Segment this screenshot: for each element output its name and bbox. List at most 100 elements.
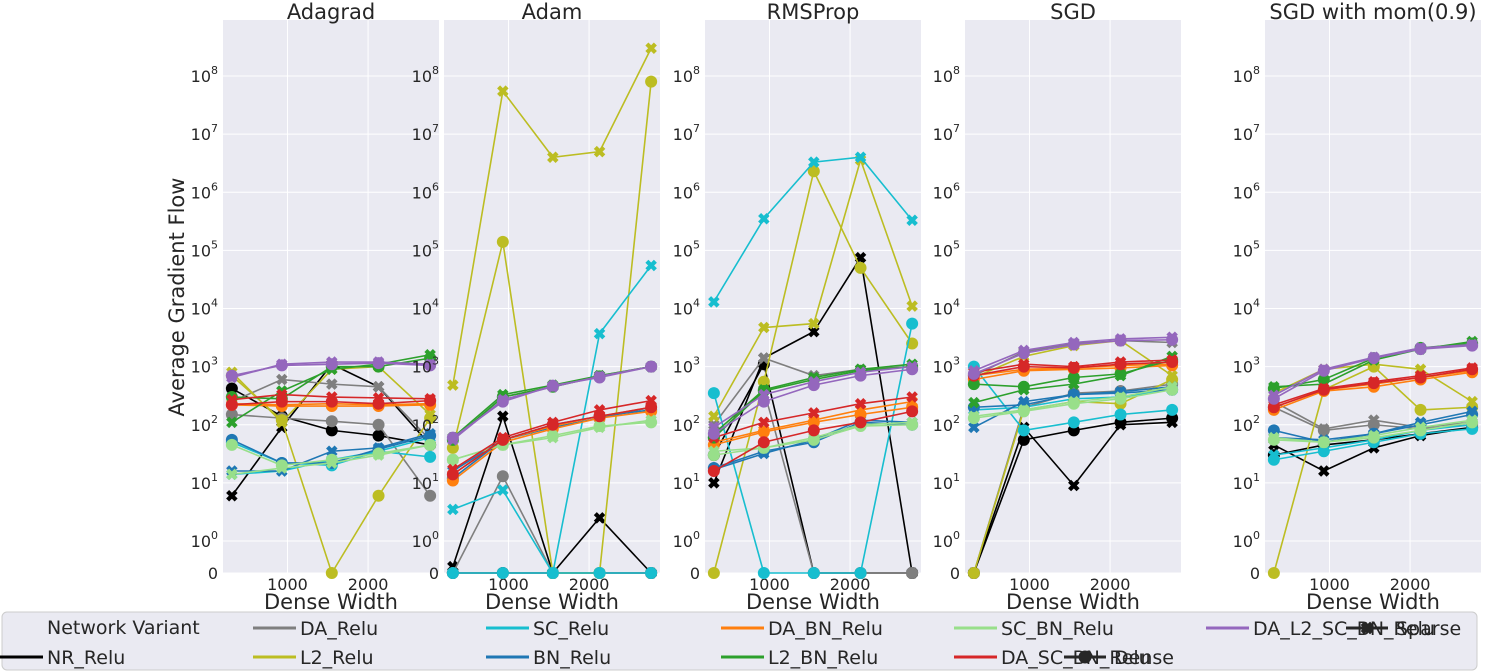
data-point: [372, 397, 385, 410]
panel-sgd: SGD 0 100 101 102 103 104 105 106 107 108 1000 2000D…: [933, 0, 1181, 614]
data-point: [226, 416, 238, 429]
y-tick-label: 0: [950, 564, 960, 583]
legend-title: Network Variant: [47, 617, 200, 639]
legend-label: L2_Relu: [300, 647, 374, 669]
data-point: [758, 321, 770, 334]
data-point: [1317, 445, 1330, 458]
legend-item-l2-bn-relu: L2_BN_Relu: [721, 647, 878, 669]
data-point: [424, 394, 437, 407]
panel-title: Adam: [522, 0, 583, 24]
data-point: [708, 410, 720, 423]
data-point: [447, 503, 459, 516]
y-tick-label: 104: [191, 297, 218, 319]
data-point: [424, 412, 437, 425]
data-point: [496, 395, 509, 408]
legend-item-da-relu: DA_Relu: [253, 618, 378, 640]
data-point: [1414, 371, 1427, 384]
series-sc-bn-relu-dense: [1267, 416, 1479, 449]
data-point: [906, 567, 919, 579]
panel-rmsprop: RMSProp 0 100 101 102 103 104 105 106 107 108 1000 2…: [673, 0, 921, 614]
y-axis-label: Average Gradient Flow: [165, 178, 189, 417]
data-point: [1367, 377, 1380, 390]
y-tick-label: 102: [933, 413, 960, 435]
data-point: [325, 453, 338, 466]
panel-title: Adagrad: [287, 0, 375, 24]
data-point: [424, 438, 437, 451]
data-point: [1267, 392, 1280, 405]
panel-background: [444, 20, 660, 573]
y-tick-label: 0: [208, 564, 218, 583]
data-point: [707, 449, 720, 462]
series-da-sc-bn-relu-dense: [707, 405, 919, 478]
y-tick-label: 107: [191, 122, 218, 144]
panel-adam: Adam 0 100 101 102 103 104 105 106 107 108 1000 2000…: [412, 0, 660, 614]
x-tick-label: 2000: [830, 575, 871, 594]
data-point: [1166, 356, 1179, 369]
legend-label: L2_BN_Relu: [768, 647, 878, 669]
data-point: [854, 397, 867, 410]
y-tick-label: 107: [673, 122, 700, 144]
data-point: [645, 259, 657, 272]
data-point: [372, 489, 385, 502]
data-point: [496, 235, 509, 248]
data-point: [645, 75, 658, 88]
data-point: [1466, 363, 1479, 376]
series-group: [446, 42, 658, 579]
x-tick-label: 1000: [267, 575, 308, 594]
data-point: [593, 145, 606, 158]
data-point: [854, 151, 867, 164]
data-point: [967, 378, 980, 391]
data-point: [1017, 405, 1030, 418]
data-point: [1317, 436, 1330, 449]
legend-label: Dense: [1114, 647, 1174, 669]
data-point: [1166, 383, 1179, 396]
series-group: [1267, 335, 1479, 579]
data-point: [1067, 361, 1080, 374]
data-point: [967, 567, 980, 579]
legend-label: SC_Relu: [533, 618, 609, 640]
data-point: [446, 567, 459, 579]
data-point: [1067, 416, 1080, 429]
data-point: [854, 567, 867, 579]
y-tick-label: 100: [191, 529, 218, 551]
x-tick-label: 1000: [1309, 575, 1350, 594]
data-point: [325, 415, 338, 428]
x-tick-label: 2000: [569, 575, 610, 594]
x-axis-label: Dense Width: [264, 590, 398, 614]
data-point: [1414, 403, 1427, 416]
data-point: [372, 418, 385, 431]
data-point: [496, 567, 509, 579]
data-point: [645, 360, 658, 373]
data-point: [546, 418, 559, 431]
legend-item-sc-relu: SC_Relu: [486, 618, 609, 640]
series-l2-relu-sparse: [447, 42, 657, 391]
data-point: [1114, 392, 1127, 405]
x-axis-label: Dense Width: [746, 590, 880, 614]
legend-item-dense: Dense: [1064, 647, 1174, 669]
data-point: [446, 431, 459, 444]
data-point: [757, 436, 770, 449]
series-da-l2-sc-bn-relu-dense: [1267, 339, 1479, 405]
legend-item-da-bn-relu: DA_BN_Relu: [721, 618, 883, 640]
data-point: [1067, 397, 1080, 410]
data-point: [906, 317, 919, 330]
legend-item-l2-relu: L2_Relu: [253, 647, 374, 669]
data-point: [1466, 416, 1479, 429]
panel-background: [223, 20, 439, 573]
data-point: [854, 261, 867, 274]
y-tick-label: 106: [933, 180, 960, 202]
data-point: [807, 165, 820, 178]
data-point: [225, 438, 238, 451]
data-point: [226, 490, 238, 502]
y-tick-label: 107: [1233, 122, 1260, 144]
series-sc-bn-relu-dense: [967, 383, 1179, 425]
y-tick-label: 102: [1233, 413, 1260, 435]
y-tick-label: 100: [412, 529, 439, 551]
data-point: [807, 424, 820, 437]
data-point: [225, 398, 238, 411]
data-point: [854, 416, 867, 429]
y-tick-label: 104: [933, 297, 960, 319]
data-point: [372, 447, 385, 460]
